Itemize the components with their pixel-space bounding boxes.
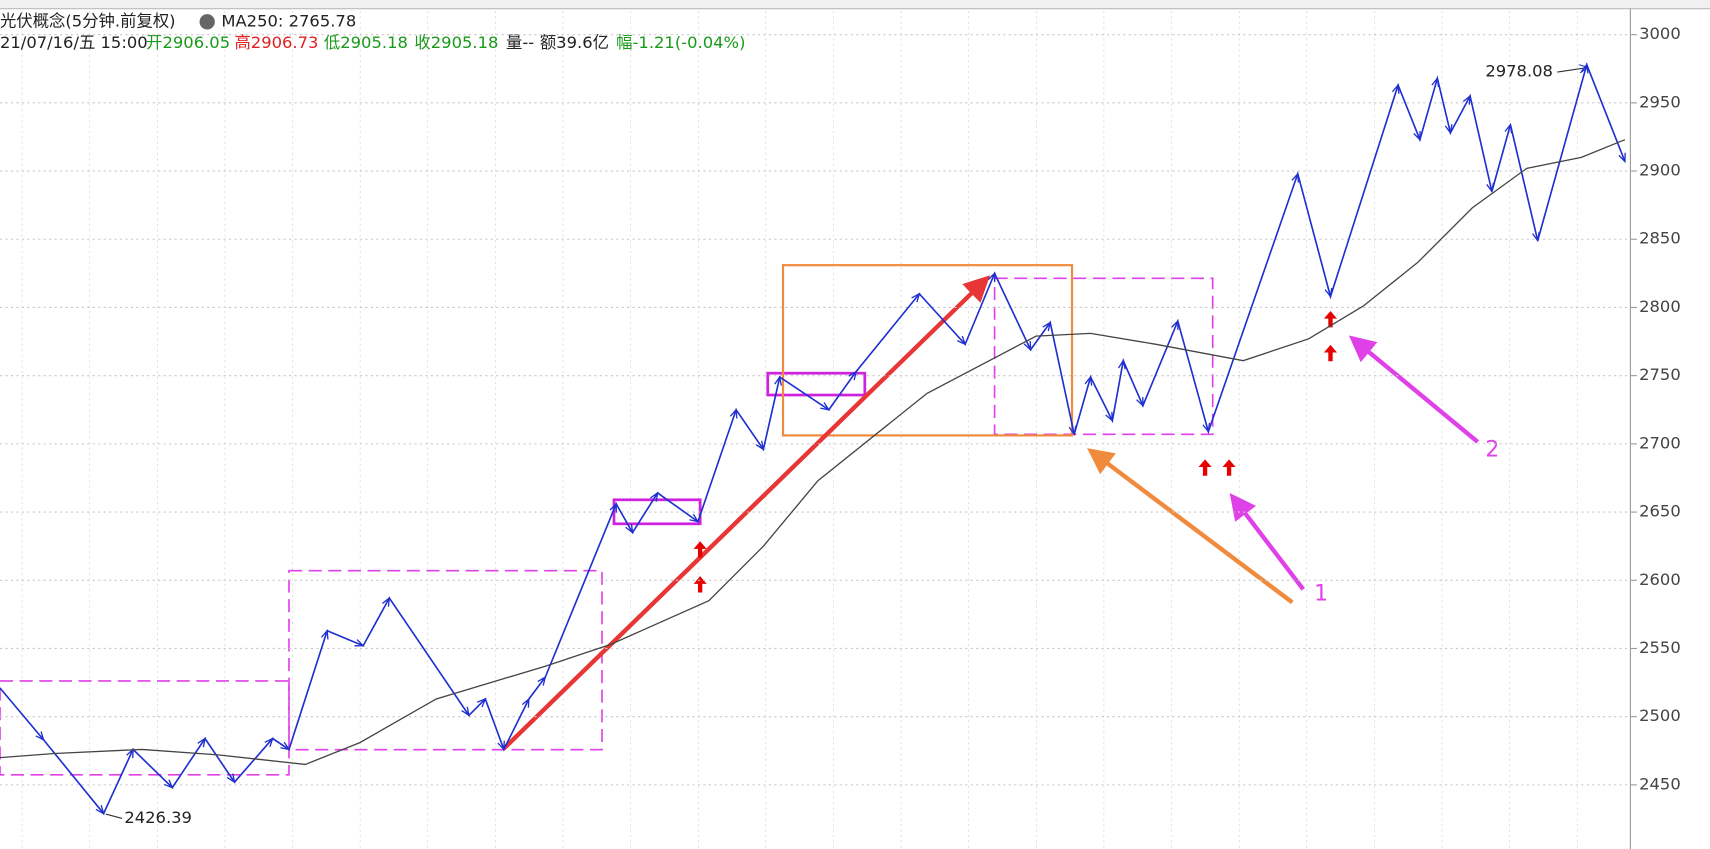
arrow-head — [35, 731, 45, 742]
arrow-head — [476, 697, 487, 708]
y-tick-label: 2650 — [1639, 502, 1681, 521]
y-tick-label: 2500 — [1639, 706, 1681, 725]
arrow-head — [320, 629, 329, 640]
series-line — [0, 139, 1626, 766]
arrow-head — [820, 402, 831, 411]
arrow-head — [987, 271, 996, 283]
info-open: 开2906.05 — [146, 33, 230, 52]
arrow-head — [461, 706, 470, 717]
arrow-head — [689, 513, 700, 523]
y-tick-label: 2450 — [1639, 774, 1681, 793]
icon — [199, 14, 215, 30]
low-label: 2426.39 — [124, 808, 192, 827]
annotation-arrows — [105, 68, 1587, 819]
arrow-head — [956, 335, 967, 346]
arrow-head — [1023, 340, 1032, 352]
y-tick-label: 2800 — [1639, 297, 1681, 316]
arrow-head — [163, 779, 174, 789]
y-tick-label: 3000 — [1639, 24, 1681, 43]
arrow-head — [1462, 94, 1471, 105]
series-line — [0, 62, 1626, 816]
arrow-head — [1444, 124, 1453, 135]
arrow-head — [382, 596, 391, 607]
arrow-head — [609, 502, 617, 513]
note-2: 2 — [1485, 438, 1499, 463]
arrow-head — [1291, 172, 1299, 183]
arrow-head — [354, 639, 365, 647]
arrow-head — [280, 741, 291, 751]
arrow-head — [537, 675, 547, 686]
note-1: 1 — [1314, 582, 1328, 607]
arrow-head — [95, 804, 105, 815]
arrow-head — [1532, 231, 1540, 243]
y-tick-label: 2850 — [1639, 229, 1681, 248]
arrow-head — [1171, 319, 1179, 330]
info-close: 收2905.18 — [414, 33, 498, 52]
info-high: 高2906.73 — [234, 33, 318, 52]
vertical-grid — [0, 8, 1631, 849]
arrow-head — [1580, 63, 1589, 74]
arrow-head — [1324, 287, 1333, 299]
arrow-head — [848, 370, 858, 381]
arrow-head — [755, 440, 765, 451]
arrow-head — [911, 292, 921, 303]
arrow-head — [774, 375, 782, 386]
arrow-head — [729, 408, 738, 419]
arrow-head — [1618, 152, 1626, 164]
arrow-head — [521, 697, 530, 708]
arrow-head — [1068, 425, 1077, 436]
title: 光伏概念(5分钟.前复权) — [0, 11, 176, 30]
arrow-head — [1391, 83, 1400, 94]
arrow-head — [226, 773, 236, 784]
info-low: 低2905.18 — [324, 33, 408, 52]
info-line: 21/07/16/五 15:00 开2906.05 高2906.73 低2905… — [0, 33, 745, 52]
high-label: 2978.08 — [1485, 62, 1553, 81]
y-tick-label: 2600 — [1639, 570, 1681, 589]
y-tick-label: 2900 — [1639, 161, 1681, 180]
arrow-head — [1117, 359, 1126, 370]
ma-label: MA250: 2765.78 — [221, 11, 356, 30]
y-tick-label: 2950 — [1639, 92, 1681, 111]
arrow-head — [1504, 123, 1513, 134]
arrow-head — [1486, 182, 1495, 194]
arrow-head — [625, 523, 634, 534]
info-time: 21/07/16/五 15:00 — [0, 33, 148, 52]
arrow-head — [497, 740, 505, 752]
arrow-head — [1431, 76, 1440, 88]
info-amount: 额39.6亿 — [540, 33, 609, 52]
arrow-head — [650, 491, 659, 502]
arrow-head — [1042, 321, 1052, 332]
arrow-head — [197, 737, 206, 748]
arrow-head — [1413, 130, 1421, 142]
y-tick-label: 2700 — [1639, 433, 1681, 452]
arrow-head — [1105, 411, 1114, 423]
annotation-boxes — [0, 264, 1214, 776]
arrow-head — [1084, 375, 1093, 386]
arrow-head — [264, 737, 274, 748]
arrow-head — [1202, 422, 1211, 434]
info-change: 幅-1.21(-0.04%) — [616, 33, 745, 52]
info-volume: 量-- — [506, 33, 534, 52]
arrow-head — [1136, 396, 1144, 408]
y-tick-label: 2750 — [1639, 365, 1681, 384]
y-tick-label: 2550 — [1639, 638, 1681, 657]
